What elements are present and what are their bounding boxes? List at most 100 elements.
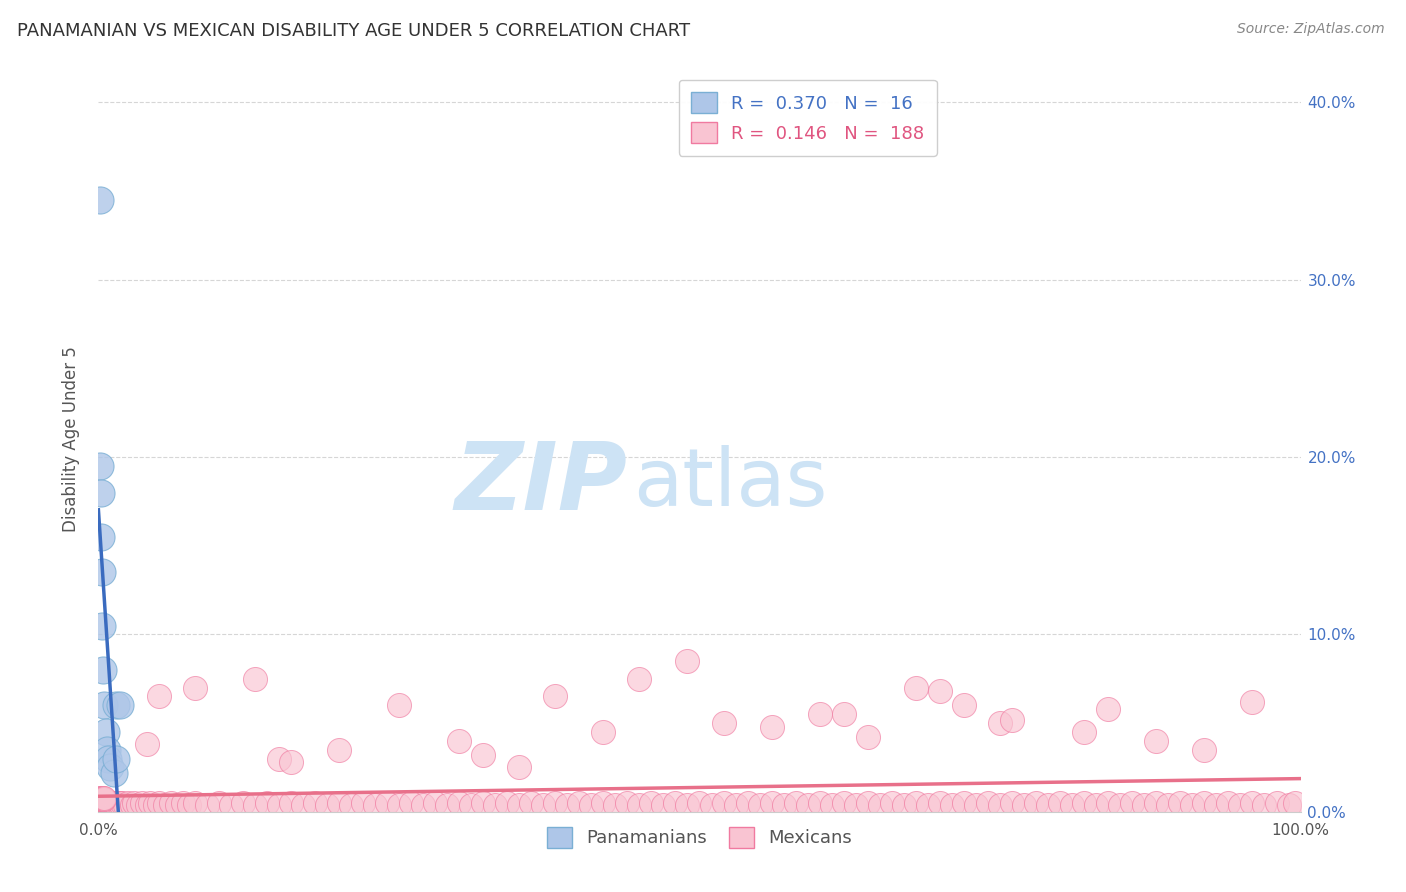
Point <box>108 796 131 810</box>
Point <box>1121 796 1143 810</box>
Point <box>91 796 114 810</box>
Point <box>195 797 218 812</box>
Point <box>1265 796 1288 810</box>
Point <box>592 725 614 739</box>
Point <box>496 796 519 810</box>
Point <box>89 792 111 806</box>
Point <box>111 796 134 810</box>
Text: ZIP: ZIP <box>454 438 627 530</box>
Point <box>89 458 111 473</box>
Point <box>1205 797 1227 812</box>
Legend: Panamanians, Mexicans: Panamanians, Mexicans <box>540 820 859 855</box>
Y-axis label: Disability Age Under 5: Disability Age Under 5 <box>62 346 80 533</box>
Point <box>796 797 818 812</box>
Point <box>232 796 254 810</box>
Point <box>103 765 125 780</box>
Point <box>89 796 111 810</box>
Point <box>315 797 337 812</box>
Point <box>100 797 122 812</box>
Point <box>267 797 290 812</box>
Point <box>121 797 143 812</box>
Point <box>1277 797 1299 812</box>
Point <box>1218 796 1240 810</box>
Point <box>808 707 831 722</box>
Point <box>91 797 114 812</box>
Point <box>153 797 176 812</box>
Point <box>256 796 278 810</box>
Point <box>89 799 111 814</box>
Point <box>1133 797 1156 812</box>
Point <box>89 801 111 815</box>
Point <box>472 796 495 810</box>
Point <box>544 690 567 704</box>
Point <box>1085 797 1108 812</box>
Point <box>1109 797 1132 812</box>
Point <box>108 698 131 713</box>
Point <box>724 797 747 812</box>
Text: PANAMANIAN VS MEXICAN DISABILITY AGE UNDER 5 CORRELATION CHART: PANAMANIAN VS MEXICAN DISABILITY AGE UND… <box>17 22 690 40</box>
Point <box>447 733 470 747</box>
Point <box>399 796 422 810</box>
Point <box>1241 796 1264 810</box>
Point <box>531 797 554 812</box>
Point <box>628 672 651 686</box>
Point <box>89 797 111 812</box>
Point <box>91 797 114 812</box>
Point <box>90 797 112 812</box>
Point <box>304 796 326 810</box>
Point <box>1229 797 1251 812</box>
Point <box>107 796 129 810</box>
Point <box>1284 796 1306 810</box>
Point <box>93 797 115 812</box>
Point <box>1253 797 1275 812</box>
Point <box>447 796 470 810</box>
Point <box>124 796 146 810</box>
Point <box>1241 695 1264 709</box>
Point <box>904 796 927 810</box>
Point <box>544 796 567 810</box>
Point <box>93 790 115 805</box>
Point <box>91 790 114 805</box>
Point <box>832 707 855 722</box>
Point <box>761 796 783 810</box>
Point <box>131 796 153 810</box>
Point <box>267 751 290 765</box>
Point <box>1001 713 1024 727</box>
Point <box>388 698 411 713</box>
Point <box>700 797 723 812</box>
Point <box>1073 725 1095 739</box>
Point <box>93 796 115 810</box>
Point <box>737 796 759 810</box>
Point <box>1181 797 1204 812</box>
Point <box>808 796 831 810</box>
Point <box>127 797 149 812</box>
Point <box>104 796 127 810</box>
Point <box>352 796 374 810</box>
Point <box>166 797 188 812</box>
Point <box>91 566 114 580</box>
Point <box>821 797 844 812</box>
Point <box>243 797 266 812</box>
Point <box>90 530 112 544</box>
Point <box>172 796 194 810</box>
Point <box>1097 796 1119 810</box>
Point <box>1062 797 1084 812</box>
Point <box>100 797 122 812</box>
Point <box>628 797 651 812</box>
Point <box>1144 733 1167 747</box>
Point <box>93 792 115 806</box>
Point <box>91 796 114 810</box>
Point <box>139 796 162 810</box>
Point <box>676 797 699 812</box>
Point <box>640 796 662 810</box>
Point <box>713 796 735 810</box>
Point <box>97 751 120 765</box>
Point <box>91 792 114 806</box>
Point <box>1025 796 1047 810</box>
Point <box>472 747 495 762</box>
Point <box>688 796 710 810</box>
Point <box>97 796 120 810</box>
Point <box>91 794 114 808</box>
Point <box>953 698 976 713</box>
Point <box>785 796 807 810</box>
